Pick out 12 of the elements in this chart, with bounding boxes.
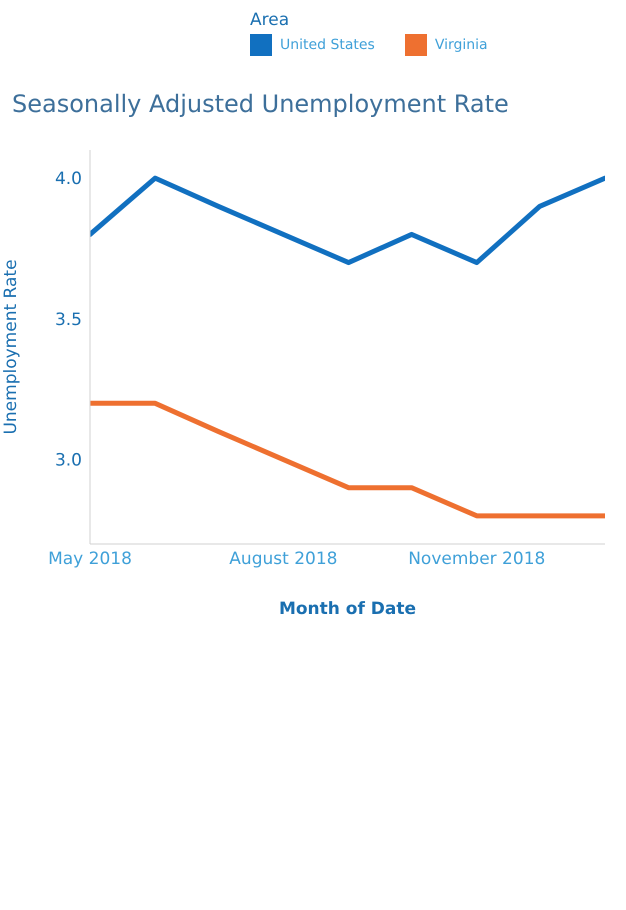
y-tick-label: 3.5	[54, 310, 82, 330]
x-axis-title: Month of Date	[278, 599, 416, 619]
legend-label: United States	[280, 37, 375, 53]
legend-label: Virginia	[434, 37, 488, 53]
y-axis-title: Unemployment Rate	[1, 259, 22, 435]
chart-title: Seasonally Adjusted Unemployment Rate	[12, 90, 509, 118]
x-tick-label: May 2018	[48, 549, 132, 570]
legend-title: Area	[250, 10, 290, 30]
x-tick-label: August 2018	[229, 549, 338, 570]
x-tick-label: November 2018	[408, 549, 546, 570]
y-tick-label: 3.0	[54, 450, 82, 471]
y-tick-label: 4.0	[54, 169, 82, 190]
